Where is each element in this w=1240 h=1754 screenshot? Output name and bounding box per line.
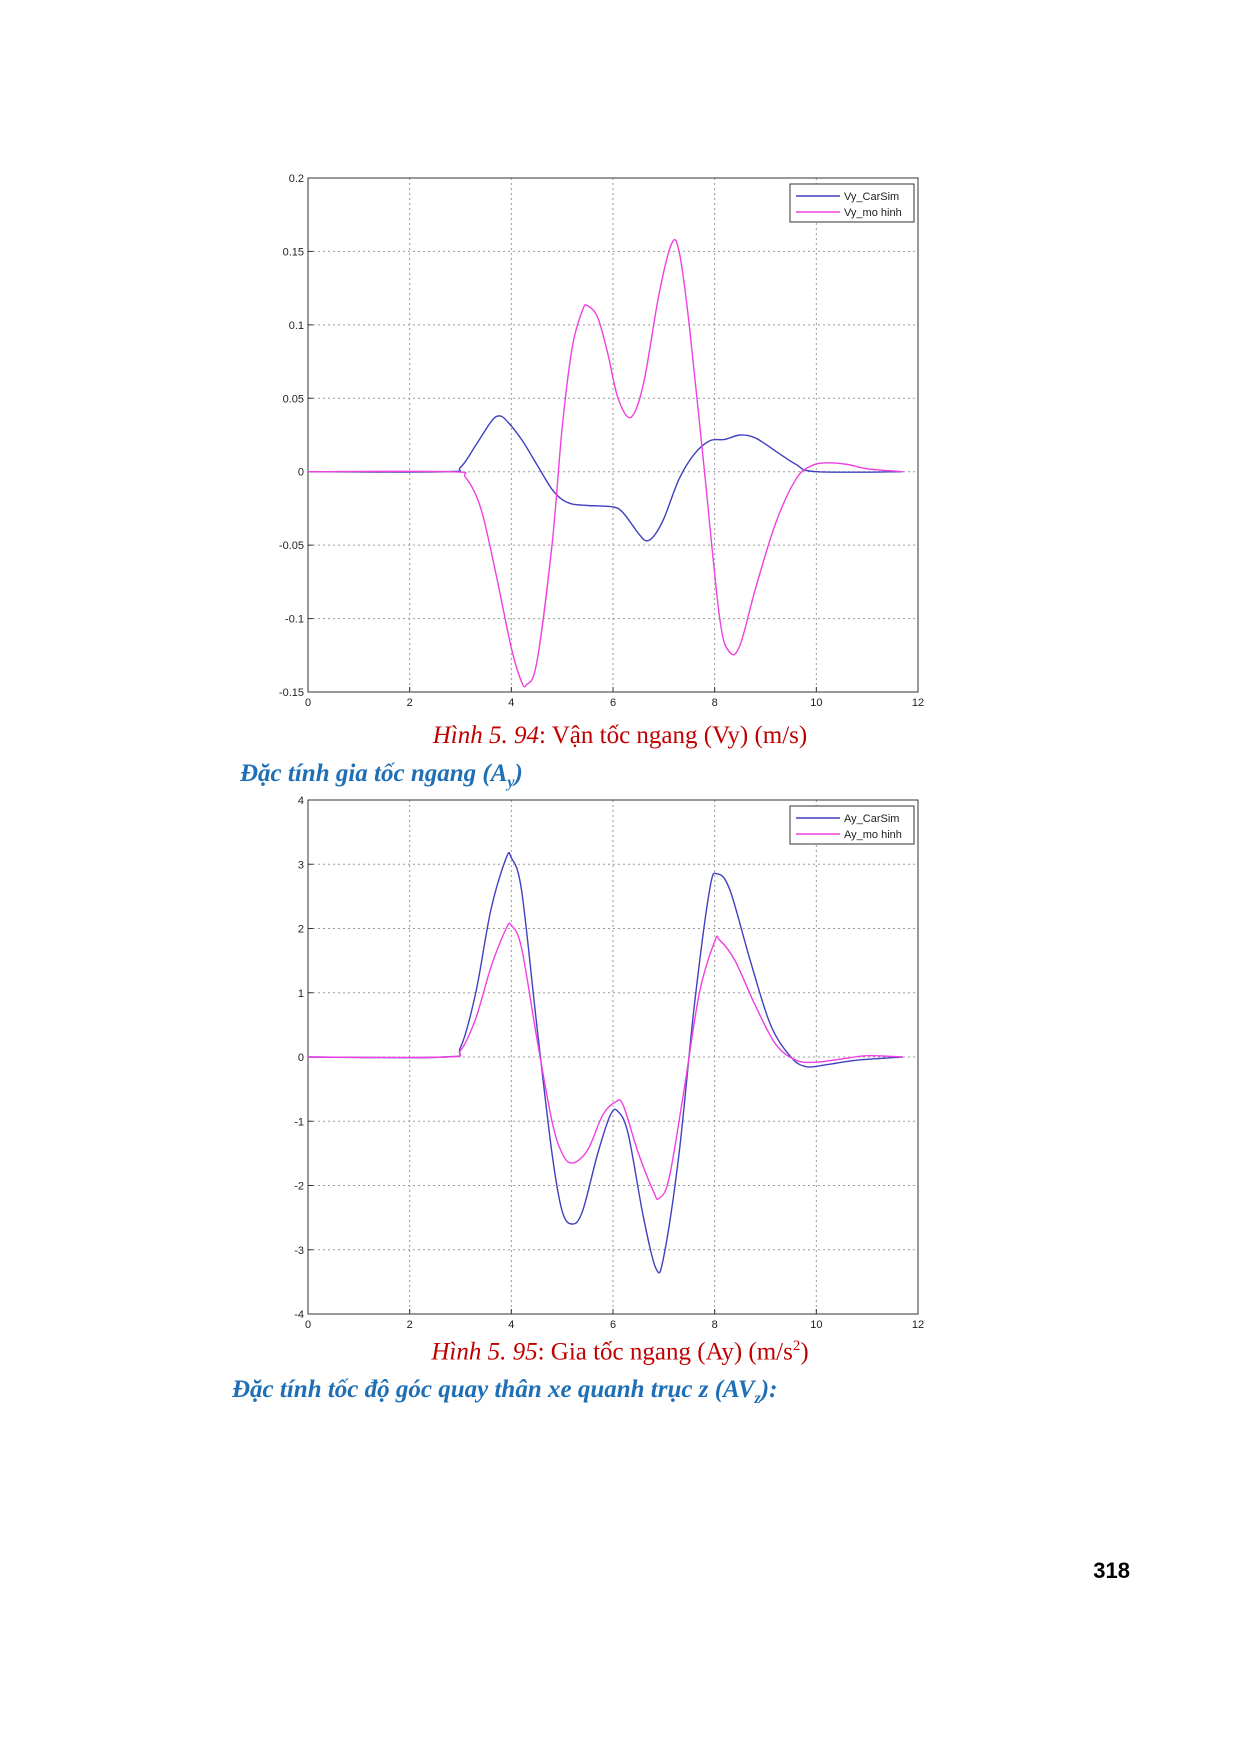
ay-xtick-label: 6 [610, 1319, 616, 1331]
ay-series-1-line [307, 851, 903, 1274]
ay-xtick-label: 2 [407, 1319, 413, 1331]
ay-ytick-label: 0 [298, 1052, 304, 1064]
ay-legend-label-2: Ay_mo hinh [844, 829, 902, 841]
heading-2-suffix: ): [760, 1376, 778, 1403]
vy-legend-label-1: Vy_CarSim [844, 191, 899, 203]
ay-xtick-label: 12 [912, 1319, 924, 1331]
section-heading-yaw-rate: Đặc tính tốc độ góc quay thân xe quanh t… [232, 1376, 777, 1408]
vy-xtick-label: 10 [810, 697, 822, 709]
heading-1-subscript: y [507, 774, 515, 791]
ay-ytick-label: 4 [298, 795, 304, 807]
figure-95-text: : Gia tốc ngang (Ay) (m/s [537, 1338, 793, 1366]
heading-2-text: Đặc tính tốc độ góc quay thân xe quanh t… [232, 1376, 755, 1403]
ay-ytick-label: -2 [294, 1181, 304, 1193]
ay-ytick-label: -4 [294, 1309, 304, 1321]
ay-ytick-label: -1 [294, 1116, 304, 1128]
vy-ytick-label: -0.05 [279, 540, 304, 552]
vy-ytick-label: 0.1 [289, 320, 304, 332]
ay-xtick-label: 8 [712, 1319, 718, 1331]
vy-xtick-label: 6 [610, 697, 616, 709]
heading-1-suffix: ) [514, 760, 523, 787]
ay-ytick-label: 3 [298, 859, 304, 871]
ay-xtick-label: 4 [508, 1319, 514, 1331]
vy-xtick-label: 4 [508, 697, 514, 709]
vy-ytick-label: 0.05 [283, 393, 304, 405]
ay-series-2-line [307, 922, 903, 1200]
vy-ytick-label: 0.2 [289, 173, 304, 185]
ay-ytick-label: 2 [298, 924, 304, 936]
ay-legend-label-1: Ay_CarSim [844, 813, 899, 825]
vy-ytick-label: 0.15 [283, 246, 304, 258]
figure-94-text: : Vận tốc ngang (Vy) (m/s) [539, 722, 808, 749]
vy-xtick-label: 8 [712, 697, 718, 709]
vy-ytick-label: 0 [298, 467, 304, 479]
vy-xtick-label: 2 [407, 697, 413, 709]
section-heading-lateral-acceleration: Đặc tính gia tốc ngang (Ay) [240, 760, 523, 792]
figure-95-end: ) [800, 1338, 809, 1366]
vy-xtick-label: 0 [305, 697, 311, 709]
figure-94-number: Hình 5. 94 [432, 722, 539, 749]
vy-chart: 0 2 4 6 8 10 12 -0.15 -0.1 -0.05 0 0.05 0.1 0.15 0.2 Vy… [279, 173, 924, 709]
figure-95-sup: 2 [792, 1338, 801, 1354]
vy-legend-label-2: Vy_mo hinh [844, 207, 902, 219]
vy-series-2-line [307, 238, 903, 688]
figure-95-caption: Hình 5. 95: Gia tốc ngang (Ay) (m/s2) [0, 1338, 1240, 1366]
ay-ytick-label: 1 [298, 988, 304, 1000]
vy-series-1-line [307, 415, 903, 542]
vy-ytick-label: -0.15 [279, 687, 304, 699]
vy-xtick-label: 12 [912, 697, 924, 709]
vy-legend [789, 183, 915, 223]
ay-ytick-label: -3 [294, 1245, 304, 1257]
vy-ytick-label: -0.1 [285, 614, 304, 626]
ay-legend [789, 805, 915, 845]
figure-94-caption: Hình 5. 94: Vận tốc ngang (Vy) (m/s) [0, 722, 1240, 750]
ay-xtick-label: 10 [810, 1319, 822, 1331]
figure-95-number: Hình 5. 95 [431, 1338, 538, 1366]
heading-2-subscript: z [754, 1390, 761, 1407]
page-number: 318 [1093, 1558, 1130, 1583]
heading-1-text: Đặc tính gia tốc ngang (A [240, 760, 508, 787]
ay-xtick-label: 0 [305, 1319, 311, 1331]
